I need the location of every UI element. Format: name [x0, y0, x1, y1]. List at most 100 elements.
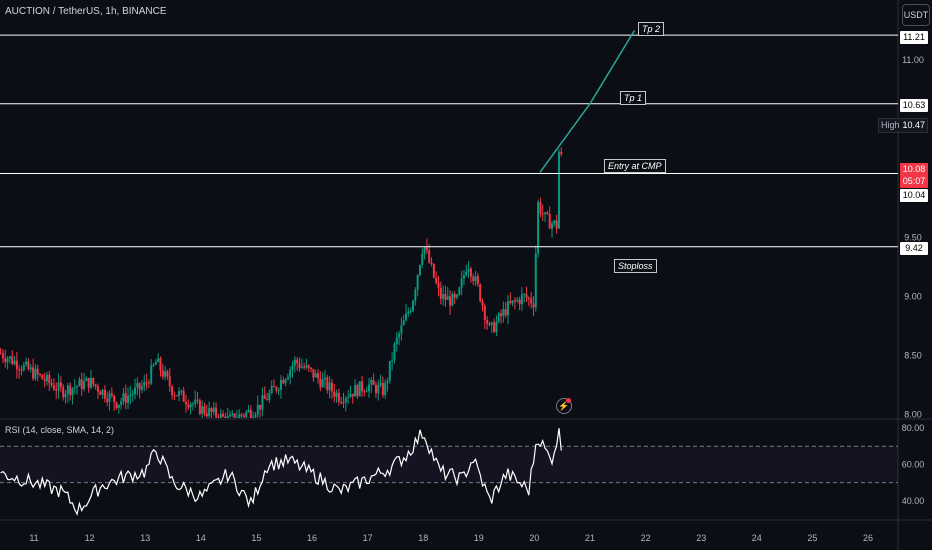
candle-body: [351, 393, 354, 397]
callout-tp1[interactable]: Tp 1: [620, 91, 647, 105]
candle-body: [305, 365, 308, 368]
candle-body: [481, 300, 484, 306]
candle-body: [377, 385, 380, 394]
candle-body: [55, 389, 58, 391]
candle-body: [166, 371, 169, 377]
candle-body: [532, 303, 535, 308]
candle-body: [129, 395, 132, 397]
candle-body: [513, 300, 516, 302]
x-tick-label: 18: [418, 533, 428, 543]
candle-body: [103, 389, 106, 399]
candle-body: [303, 366, 306, 368]
candle-body: [198, 400, 201, 414]
x-tick-label: 21: [585, 533, 595, 543]
candle-body: [398, 333, 401, 338]
candle-body: [252, 417, 255, 418]
callout-stoploss[interactable]: Stoploss: [614, 259, 657, 273]
target-path: [539, 30, 636, 173]
candle-body: [358, 381, 361, 397]
candle-body: [323, 377, 326, 380]
candle-body: [495, 321, 498, 333]
candle-body: [516, 299, 519, 302]
candle-body: [486, 319, 489, 324]
price-tag-tp2: 11.21: [900, 31, 928, 44]
candle-body: [548, 213, 551, 229]
candle-body: [50, 383, 53, 386]
candle-body: [509, 301, 512, 304]
lightning-icon[interactable]: ⚡: [556, 398, 572, 414]
candle-body: [92, 377, 95, 385]
currency-button[interactable]: USDT: [902, 4, 930, 26]
candle-body: [25, 361, 28, 365]
candle-body: [268, 393, 271, 401]
candle-body: [249, 409, 252, 418]
candle-body: [99, 391, 102, 395]
current-price: 10.08: [902, 164, 926, 174]
candle-body: [203, 406, 206, 414]
candle-body: [145, 382, 148, 384]
candle-body: [310, 367, 313, 369]
candle-body: [286, 376, 289, 380]
candle-body: [354, 385, 357, 397]
rsi-band-fill: [0, 446, 898, 483]
candle-body: [544, 212, 547, 215]
candle-body: [194, 399, 197, 404]
x-tick-label: 14: [196, 533, 206, 543]
candle-body: [205, 413, 208, 417]
candle-body: [122, 393, 125, 402]
rsi-title: RSI (14, close, SMA, 14, 2): [5, 425, 115, 435]
candle-body: [472, 276, 475, 282]
x-tick-label: 15: [251, 533, 261, 543]
candle-body: [388, 360, 391, 381]
candle-body: [76, 386, 79, 388]
candle-body: [504, 309, 507, 316]
x-tick-label: 13: [140, 533, 150, 543]
candle-body: [113, 395, 116, 403]
x-tick-label: 16: [307, 533, 317, 543]
candle-body: [337, 392, 340, 402]
candle-body: [242, 415, 245, 417]
candle-body: [85, 377, 88, 382]
candle-body: [541, 213, 544, 215]
rsi-tick-label: 40.00: [902, 496, 925, 506]
candle-body: [546, 212, 549, 214]
candle-body: [52, 385, 55, 390]
candle-body: [407, 311, 410, 314]
candle-body: [275, 387, 278, 391]
candle-body: [497, 313, 500, 322]
rsi-tick-label: 60.00: [902, 459, 925, 469]
candle-body: [43, 379, 46, 382]
candle-body: [254, 414, 257, 418]
candle-body: [379, 383, 382, 386]
candle-body: [245, 412, 248, 417]
candle-body: [458, 287, 461, 295]
candle-body: [476, 276, 479, 285]
candle-body: [490, 322, 493, 325]
candle-body: [201, 406, 204, 414]
candle-body: [511, 300, 514, 304]
candle-body: [474, 276, 477, 282]
candle-body: [168, 376, 171, 387]
candle-body: [73, 387, 76, 389]
candle-body: [432, 263, 435, 278]
candle-body: [263, 395, 266, 399]
x-tick-label: 17: [363, 533, 373, 543]
candle-body: [273, 386, 276, 388]
candle-body: [363, 391, 366, 393]
candle-body: [187, 404, 190, 408]
candle-body: [451, 293, 454, 306]
candle-body: [180, 390, 183, 392]
candle-body: [101, 389, 104, 395]
candle-body: [32, 367, 35, 379]
callout-entry[interactable]: Entry at CMP: [604, 159, 666, 173]
candle-body: [157, 358, 160, 363]
candle-body: [328, 382, 331, 391]
candle-body: [6, 358, 9, 362]
candles: [0, 147, 563, 418]
x-tick-label: 22: [641, 533, 651, 543]
candle-body: [500, 313, 503, 316]
candle-body: [64, 393, 67, 398]
candle-body: [279, 380, 282, 390]
callout-tp2[interactable]: Tp 2: [638, 22, 665, 36]
